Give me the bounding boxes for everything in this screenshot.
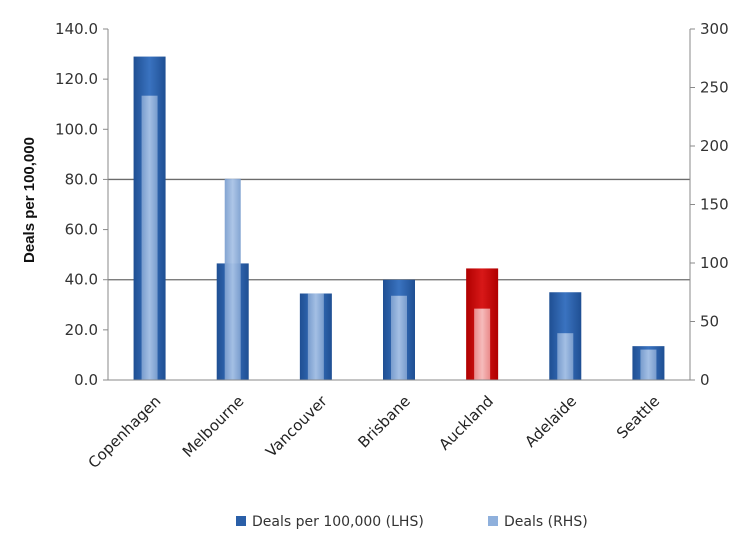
left-tick-label: 40.0 (65, 271, 98, 289)
category-label: Vancouver (262, 392, 331, 461)
right-tick-label: 0 (700, 371, 710, 389)
right-axis-ticks: 0 50 100 150 200 250 300 (690, 20, 729, 389)
legend-swatch-1 (488, 516, 498, 526)
bar-rhs-seattle (640, 349, 657, 380)
right-tick-label: 50 (700, 313, 719, 331)
right-tick-label: 100 (700, 254, 729, 272)
bar-rhs-copenhagen (141, 95, 158, 380)
gridlines (108, 178, 690, 281)
category-labels: Copenhagen Melbourne Vancouver Brisbane Auck… (85, 392, 664, 472)
bar-rhs-vancouver (307, 293, 324, 380)
left-tick-label: 100.0 (55, 120, 98, 138)
category-label: Melbourne (179, 392, 248, 461)
left-tick-label: 140.0 (55, 20, 98, 38)
left-tick-label: 60.0 (65, 221, 98, 239)
category-label: Adelaide (521, 392, 580, 451)
right-tick-label: 200 (700, 137, 729, 155)
left-tick-label: 80.0 (65, 170, 98, 188)
y-axis-label: Deals per 100,000 (21, 137, 38, 263)
category-label: Seattle (613, 392, 663, 442)
right-tick-label: 300 (700, 20, 729, 38)
category-label: Copenhagen (85, 392, 165, 472)
bar-rhs-melbourne (224, 178, 241, 380)
right-tick-label: 150 (700, 196, 729, 214)
legend-swatch-0 (236, 516, 246, 526)
left-tick-label: 0.0 (74, 371, 98, 389)
right-tick-label: 250 (700, 79, 729, 97)
legend: Deals per 100,000 (LHS) Deals (RHS) (236, 514, 588, 530)
bars (133, 56, 665, 380)
left-tick-label: 20.0 (65, 321, 98, 339)
category-label: Brisbane (355, 392, 414, 451)
left-tick-label: 120.0 (55, 70, 98, 88)
bar-rhs-adelaide (557, 333, 574, 380)
legend-label-0: Deals per 100,000 (LHS) (252, 514, 424, 530)
bar-rhs-auckland (474, 308, 491, 380)
left-axis-ticks: 0.0 20.0 40.0 60.0 80.0 100.0 120.0 140.0 (55, 20, 108, 389)
bar-rhs-brisbane (391, 295, 407, 380)
category-label: Auckland (435, 392, 497, 454)
legend-label-1: Deals (RHS) (504, 514, 588, 530)
